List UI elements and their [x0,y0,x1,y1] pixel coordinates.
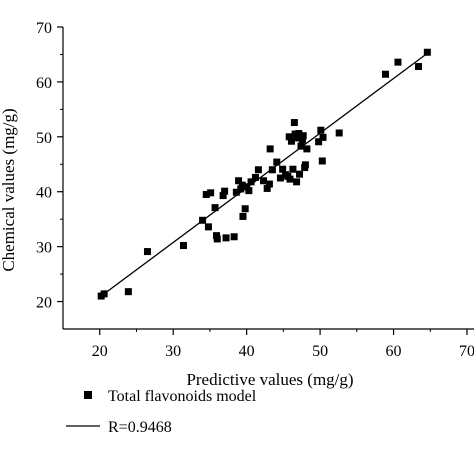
x-tick-label: 30 [165,343,181,360]
y-tick-label: 20 [36,295,52,312]
x-tick-label: 20 [92,343,108,360]
x-tick-label: 50 [312,343,328,360]
data-point [289,165,297,173]
data-point [207,189,215,197]
data-point [100,290,108,298]
data-point [293,134,301,142]
data-point [239,212,247,220]
data-point [211,204,219,212]
data-point [235,177,243,185]
data-point [266,145,274,153]
data-point [199,216,207,224]
data-point [273,158,281,166]
data-point [303,145,311,153]
data-point [394,58,402,66]
plot-area [97,48,431,300]
data-point [213,235,221,243]
data-point [204,223,212,231]
data-point [263,184,271,192]
y-axis-label: Chemical values (mg/g) [0,108,18,271]
data-point [335,129,343,137]
legend-label-fit: R=0.9468 [108,419,172,436]
data-point [265,180,273,188]
data-point [230,233,238,241]
data-point [268,166,276,174]
data-point [232,188,240,196]
fit-line [99,50,431,298]
data-point [222,234,230,242]
data-point [295,130,303,138]
data-point [319,133,327,141]
data-point [251,173,259,181]
x-tick-label: 60 [386,343,402,360]
data-point [247,178,255,186]
data-point [293,178,301,186]
data-point [241,205,249,213]
x-tick-label: 40 [239,343,255,360]
x-axis-label: Predictive values (mg/g) [186,370,353,389]
data-point [202,190,210,198]
legend-label-model: Total flavonoids model [108,388,257,405]
data-point [260,177,268,185]
data-point [143,248,151,256]
legend-marker-square [84,391,92,399]
data-point [285,133,293,141]
y-tick-label: 60 [36,75,52,92]
data-point [279,165,287,173]
data-point [221,187,229,195]
y-tick-label: 50 [36,130,52,147]
data-point [287,137,295,145]
data-point [124,288,132,296]
y-tick-label: 70 [36,20,52,37]
data-point [381,70,389,78]
data-point [254,166,262,174]
data-point [286,175,294,183]
data-point [423,48,431,56]
y-tick-label: 40 [36,185,52,202]
data-point [315,138,323,146]
data-point [179,242,187,250]
data-point [318,157,326,165]
x-tick-label: 70 [459,343,474,360]
data-point [297,142,305,150]
data-point [299,132,307,140]
y-tick-label: 30 [36,240,52,257]
data-point [290,119,298,127]
data-point [298,136,306,144]
data-point [301,161,309,169]
data-point [245,187,253,195]
data-point [243,183,251,191]
data-point [237,185,245,193]
data-point [238,181,246,189]
data-point [276,174,284,182]
data-point [219,192,227,200]
data-point [415,63,423,71]
data-point [317,126,325,134]
legend: Total flavonoids model R=0.9468 [66,388,257,436]
data-point [296,170,304,178]
axes: 20 30 40 50 60 70 20 30 40 50 60 70 Predictive value… [0,20,474,389]
data-point [291,130,299,138]
